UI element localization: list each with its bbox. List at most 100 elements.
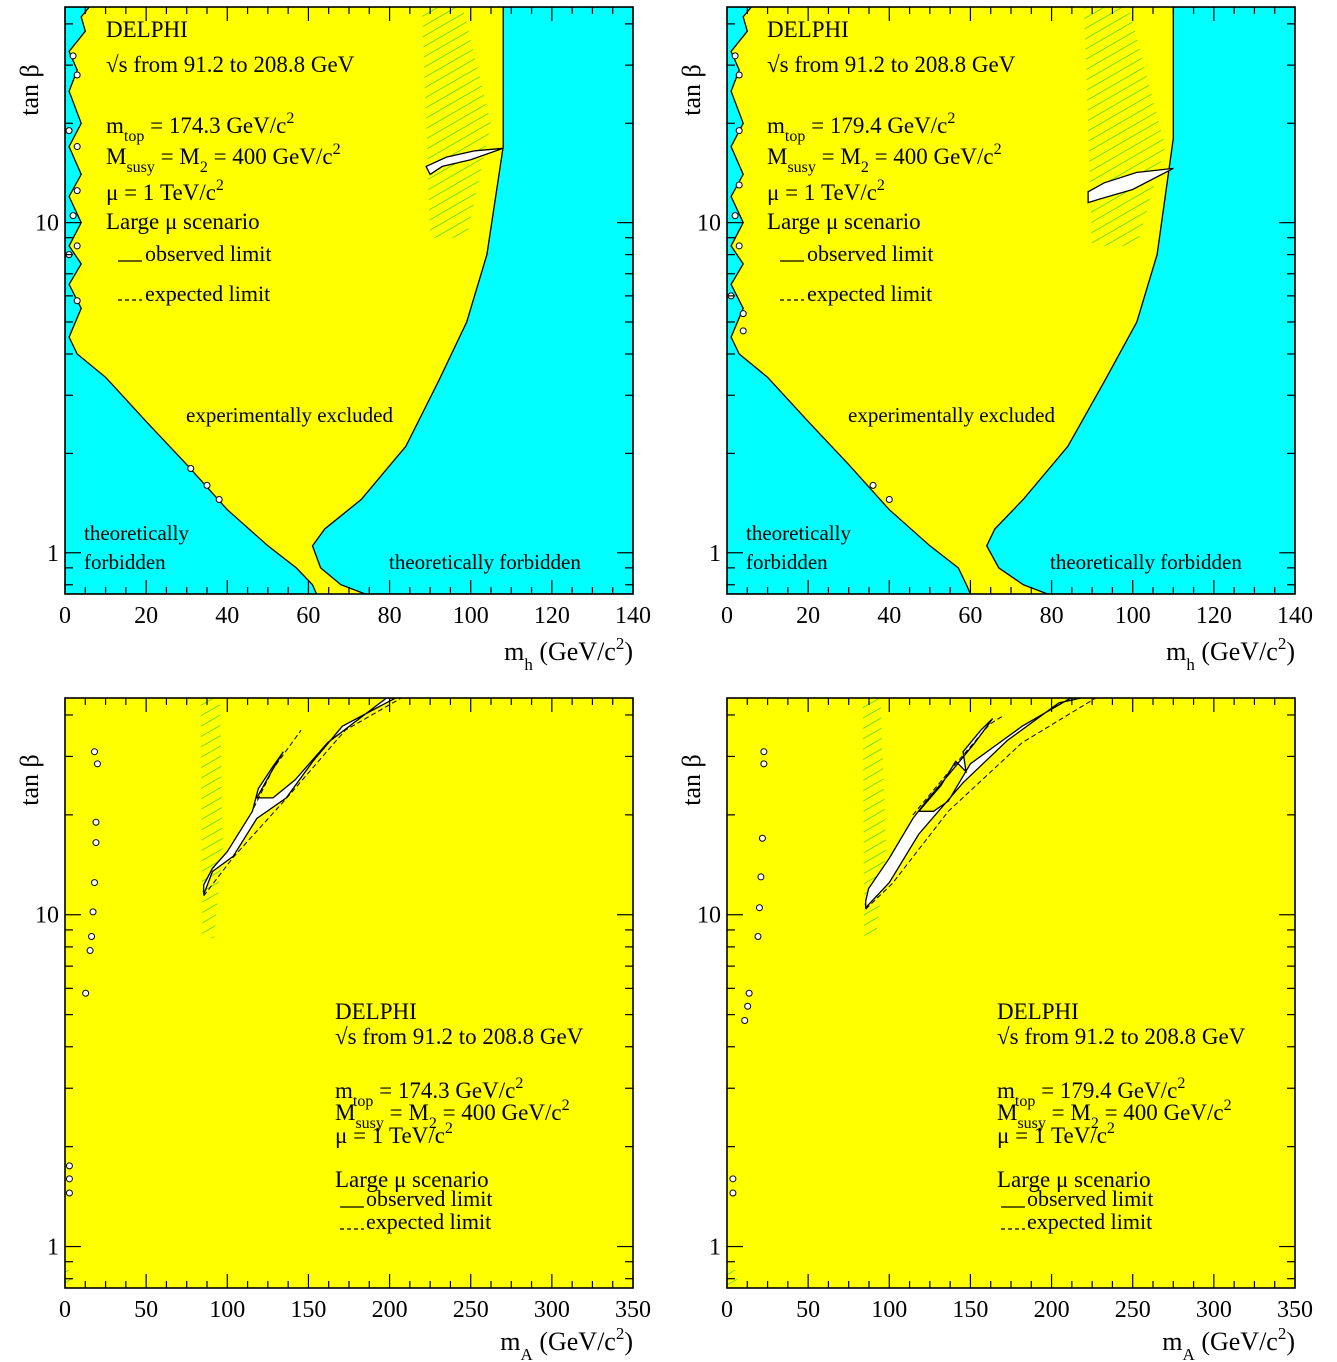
panel-3-xtick-label: 50: [134, 1297, 158, 1323]
panel-1-ticks: [64, 7, 634, 594]
panel-4-xlabel: mA (GeV/c2): [1162, 1324, 1295, 1362]
panel-1-marker-8: [73, 297, 81, 305]
panel-2-marker-3: [735, 181, 743, 189]
panel-3-marker-4: [91, 879, 99, 887]
panel-2-legend-expected: expected limit: [807, 281, 932, 306]
panel-1-mu: μ = 1 TeV/c2: [106, 177, 224, 205]
panel-1-forbidden-left-area: [65, 7, 318, 594]
panel-3-marker-9: [65, 1162, 73, 1170]
panel-1-forbidden-left-1: theoretically: [84, 521, 189, 545]
panel-3-legend-expected: expected limit: [366, 1209, 491, 1234]
panel-1-xtick-label: 0: [59, 603, 71, 629]
panel-1-tick-labels: 0 20 40 60 80 100 120 140 1 10: [35, 211, 651, 629]
panel-4-experiment: DELPHI: [997, 999, 1079, 1024]
panel-3-xtick-label: 350: [615, 1297, 651, 1323]
panel-2-marker-2: [735, 127, 743, 135]
panel-4-xtick-label: 50: [796, 1297, 820, 1323]
panel-2-regions: [727, 7, 1295, 594]
panel-1-ytick-label: 10: [35, 211, 59, 237]
panel-2-tick-labels: 0 20 40 60 80 100 120 140 1 10: [697, 211, 1313, 629]
panel-1-hatch-area: [422, 7, 491, 238]
panel-1-xtick-label: 100: [453, 603, 489, 629]
panel-4-marker-1: [760, 760, 768, 768]
panel-1-experiment: DELPHI: [106, 17, 188, 42]
panel-3: 0 50 100 150 200 250 300 350 1 10 DELPHI √s from …: [15, 697, 651, 1362]
panel-3-marker-8: [82, 989, 90, 997]
panel-2-marker-10: [885, 495, 893, 503]
panel-2-marker-9: [869, 481, 877, 489]
panel-2-ylabel: tan β: [677, 64, 706, 116]
panel-2-xtick-label: 0: [721, 603, 733, 629]
panel-2-xtick-label: 80: [1040, 603, 1064, 629]
panel-4-expected-line: [865, 698, 1097, 910]
panel-4-ylabel: tan β: [677, 754, 706, 806]
panel-2-forbidden-left-area: [727, 7, 972, 594]
panel-4-marker-3: [757, 873, 765, 881]
panel-4-legend-expected: expected limit: [1027, 1209, 1152, 1234]
panel-2-excluded-label: experimentally excluded: [848, 403, 1055, 427]
panel-4-ticks: [726, 698, 1296, 1288]
panel-3-ticks: [64, 698, 634, 1288]
panel-4-marker-8: [741, 1017, 749, 1025]
panel-3-xtick-label: 250: [453, 1297, 489, 1323]
panel-1-marker-0: [69, 52, 77, 60]
panel-1-marker-1: [73, 71, 81, 79]
panel-4-marker-7: [744, 1002, 752, 1010]
panel-2-mu: μ = 1 TeV/c2: [767, 177, 885, 205]
panel-1-xtick-label: 60: [296, 603, 320, 629]
panel-3-marker-1: [93, 760, 101, 768]
panel-1-legend-observed: observed limit: [145, 241, 271, 266]
panel-4-marker-0: [760, 748, 768, 756]
panel-2-experiment: DELPHI: [767, 17, 849, 42]
panel-4-marker-2: [758, 834, 766, 842]
panel-2-marker-8: [739, 327, 747, 335]
panel-4-allowed-hole: [865, 698, 1082, 910]
panel-4-mu: μ = 1 TeV/c2: [997, 1120, 1115, 1148]
panel-4-expected-line-2: [912, 714, 1005, 816]
panel-4-ytick-label: 10: [697, 903, 721, 929]
panel-1-legend-expected: expected limit: [145, 281, 270, 306]
panel-1-xtick-label: 120: [534, 603, 570, 629]
panel-3-xtick-label: 150: [290, 1297, 326, 1323]
panel-3-ytick-label: 10: [35, 903, 59, 929]
panel-3-marker-10: [65, 1175, 73, 1183]
panel-4-xtick-label: 100: [871, 1297, 907, 1323]
panel-3-ytick-label: 1: [47, 1235, 59, 1261]
panel-2-xlabel: mh (GeV/c2): [1166, 634, 1295, 674]
panel-1-xtick-label: 80: [378, 603, 402, 629]
panel-4-marker-10: [729, 1189, 737, 1197]
panel-1-forbidden-right: theoretically forbidden: [389, 550, 581, 574]
panel-1-xlabel: mh (GeV/c2): [504, 634, 633, 674]
panel-2-ytick-label: 1: [709, 541, 721, 567]
panel-3-xtick-label: 0: [59, 1297, 71, 1323]
panel-4-xtick-label: 200: [1034, 1297, 1070, 1323]
panel-4: 0 50 100 150 200 250 300 350 1 10 DELPHI √s from …: [677, 697, 1313, 1362]
panel-2-xtick-label: 140: [1277, 603, 1313, 629]
panel-3-expected-line: [203, 698, 402, 897]
panel-2-forbidden-left-2: forbidden: [746, 550, 828, 574]
panel-1-forbidden-right-area: [311, 7, 633, 594]
panel-2-xtick-label: 20: [796, 603, 820, 629]
panel-3-xtick-label: 100: [209, 1297, 245, 1323]
panel-4-scenario: Large μ scenario: [997, 1167, 1151, 1192]
panel-4-marker-9: [729, 1175, 737, 1183]
panel-4-xtick-label: 300: [1196, 1297, 1232, 1323]
panel-1-marker-4: [73, 187, 81, 195]
panel-3-regions: [65, 698, 633, 1288]
panel-2-xtick-label: 40: [877, 603, 901, 629]
panel-3-marker-6: [88, 932, 96, 940]
panel-3-tick-labels: 0 50 100 150 200 250 300 350 1 10: [35, 903, 651, 1323]
panel-2-forbidden-right: theoretically forbidden: [1050, 550, 1242, 574]
panel-1-xtick-label: 140: [615, 603, 651, 629]
panel-2-ytick-label: 10: [697, 211, 721, 237]
panel-2-marker-0: [731, 52, 739, 60]
panel-2-ticks: [726, 7, 1296, 594]
panel-3-scenario: Large μ scenario: [335, 1167, 489, 1192]
panel-4-marker-5: [754, 932, 762, 940]
panel-2-allowed-hole: [1087, 167, 1174, 204]
panel-3-marker-0: [91, 748, 99, 756]
panel-1-forbidden-left-2: forbidden: [84, 550, 166, 574]
panel-1-xtick-label: 20: [134, 603, 158, 629]
panel-3-experiment: DELPHI: [335, 999, 417, 1024]
